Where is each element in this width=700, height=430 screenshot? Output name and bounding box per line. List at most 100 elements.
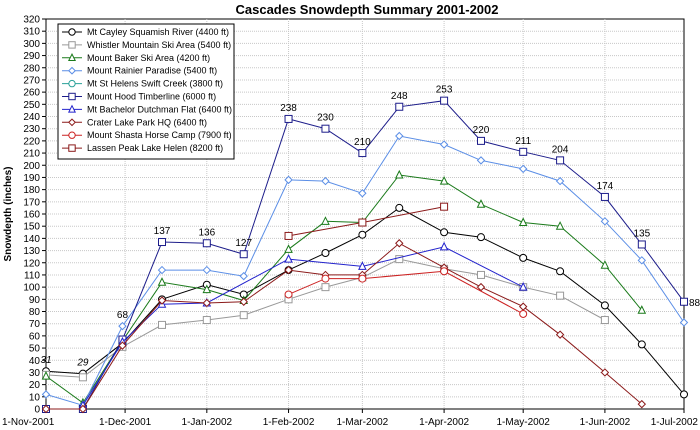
data-point — [477, 233, 485, 242]
y-tick-label: 130 — [23, 246, 40, 257]
data-label: 220 — [473, 125, 490, 136]
legend-label: Mount Baker Ski Area (4200 ft) — [87, 53, 210, 63]
legend-item: Mount Rainier Paradise (5400 ft) — [62, 66, 217, 76]
y-tick-label: 0 — [34, 405, 40, 416]
x-tick-label: 1-Dec-2001 — [99, 417, 152, 428]
y-tick-label: 320 — [23, 15, 40, 26]
legend-item: Mt St Helens Swift Creek (3800 ft) — [62, 79, 223, 89]
data-point — [202, 298, 212, 308]
legend-label: Crater Lake Park HQ (6400 ft) — [87, 117, 207, 127]
data-point — [78, 373, 87, 382]
data-point — [395, 203, 404, 212]
series-9 — [284, 267, 528, 318]
data-point — [637, 399, 647, 409]
legend-label: Mt Cayley Squamish River (4400 ft) — [87, 27, 229, 37]
data-point — [476, 199, 486, 208]
data-point — [41, 370, 51, 380]
y-tick-label: 10 — [29, 392, 41, 403]
data-point — [600, 368, 610, 377]
data-label: 137 — [154, 226, 171, 237]
series-2 — [42, 255, 609, 382]
y-tick-label: 120 — [23, 258, 40, 269]
data-point — [637, 256, 647, 265]
legend-item: Mount Baker Ski Area (4200 ft) — [62, 53, 210, 63]
data-point — [239, 297, 248, 306]
data-point — [395, 239, 404, 248]
series-line — [46, 242, 643, 410]
data-point — [358, 261, 367, 270]
y-tick-label: 150 — [23, 222, 40, 233]
data-point — [477, 270, 485, 279]
y-tick-label: 250 — [23, 100, 40, 111]
legend-item: Mount Shasta Horse Camp (7900 ft) — [62, 130, 232, 140]
data-label: 136 — [198, 227, 215, 238]
data-point — [556, 267, 565, 276]
data-point — [284, 231, 293, 240]
series-7 — [78, 241, 528, 409]
y-tick-label: 190 — [23, 173, 40, 184]
y-tick-label: 200 — [23, 161, 40, 172]
legend-label: Mount Hood Timberline (6000 ft) — [87, 92, 216, 102]
data-point — [555, 330, 565, 339]
data-labels: 31 29 68 137 136 127 238 230 210 248 253 220 211 204 1… — [40, 85, 700, 369]
legend-label: Mount Rainier Paradise (5400 ft) — [87, 66, 217, 76]
data-point — [440, 202, 449, 211]
data-point — [440, 267, 449, 276]
legend-label: Lassen Peak Lake Helen (8200 ft) — [87, 143, 223, 153]
data-point — [358, 189, 367, 198]
y-tick-label: 210 — [23, 149, 40, 160]
y-tick-label: 260 — [23, 88, 40, 99]
data-point — [67, 52, 77, 61]
data-point — [358, 218, 367, 227]
data-point — [477, 136, 485, 145]
data-point — [637, 340, 646, 349]
y-tick-label: 300 — [23, 39, 40, 50]
data-point — [67, 104, 77, 113]
data-point — [118, 321, 127, 331]
data-point — [555, 176, 565, 186]
series-1 — [42, 203, 688, 399]
data-point — [439, 140, 449, 149]
data-point — [358, 149, 367, 158]
data-label: 31 — [40, 355, 51, 366]
x-tick-label: 1-Feb-2002 — [263, 417, 315, 428]
y-tick-label: 280 — [23, 63, 40, 74]
series-line — [82, 246, 524, 406]
data-point — [440, 96, 449, 105]
data-point — [239, 271, 248, 281]
data-point — [68, 66, 76, 75]
data-point — [321, 274, 330, 283]
data-point — [440, 228, 449, 237]
legend-label: Mount Shasta Horse Camp (7900 ft) — [87, 130, 232, 140]
data-point — [202, 316, 211, 325]
data-point — [239, 311, 248, 320]
x-tick-label: 1-Mar-2002 — [337, 417, 389, 428]
chart-title: Cascades Snowdepth Summary 2001-2002 — [235, 2, 498, 17]
data-point — [519, 253, 528, 262]
legend-item: Whistler Mountain Ski Area (5400 ft) — [62, 40, 231, 50]
data-point — [202, 284, 212, 294]
legend-item: Mount Hood Timberline (6000 ft) — [62, 92, 216, 102]
data-point — [284, 253, 293, 263]
data-point — [321, 216, 330, 225]
y-tick-label: 270 — [23, 75, 40, 86]
series-line — [45, 135, 685, 406]
data-point — [358, 274, 367, 283]
y-axis-label: Snowdepth (inches) — [3, 167, 14, 262]
legend-label: Mt St Helens Swift Creek (3800 ft) — [87, 79, 223, 89]
y-tick-label: 100 — [23, 283, 40, 294]
data-point — [68, 131, 76, 139]
data-point — [157, 296, 167, 305]
data-label: 127 — [235, 238, 252, 249]
data-point — [518, 164, 528, 174]
legend-label: Mt Bachelor Dutchman Flat (6400 ft) — [87, 104, 232, 114]
y-tick-label: 40 — [29, 356, 41, 367]
data-point — [476, 156, 486, 165]
data-point — [284, 114, 293, 123]
x-tick-label: 1-Nov-2001 — [2, 417, 55, 428]
legend-label: Whistler Mountain Ski Area (5400 ft) — [87, 40, 231, 50]
data-point — [68, 144, 76, 152]
data-point — [68, 79, 76, 88]
data-point — [637, 305, 647, 314]
